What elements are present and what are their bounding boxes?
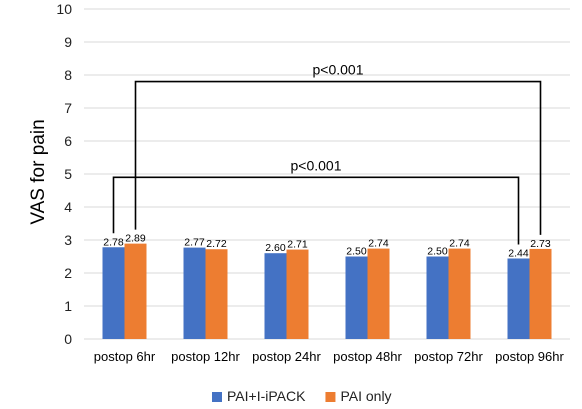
legend-label: PAI+I-iPACK — [227, 388, 306, 404]
data-label: 2.77 — [184, 237, 205, 249]
p-value-label: p<0.001 — [291, 157, 342, 173]
bar — [205, 249, 228, 339]
y-tick-label: 1 — [64, 298, 72, 314]
data-labels: 2.78 2.77 2.60 2.50 2.50 2.44 2.89 2.72 2.71 2.74… — [103, 233, 551, 260]
bar — [426, 256, 449, 339]
x-category-label: postop 48hr — [333, 349, 402, 364]
data-label: 2.50 — [346, 246, 367, 258]
y-axis-ticks: 0 1 2 3 4 5 6 7 8 9 10 — [56, 1, 72, 347]
y-tick-label: 5 — [64, 166, 72, 182]
data-label: 2.78 — [103, 236, 124, 248]
y-tick-label: 8 — [64, 67, 72, 83]
y-tick-label: 4 — [64, 199, 72, 215]
y-tick-label: 9 — [64, 34, 72, 50]
data-label: 2.50 — [427, 246, 448, 258]
significance-brackets: p<0.001 p<0.001 — [112, 62, 542, 245]
x-axis-categories: postop 6hr postop 12hr postop 24hr postop 4… — [94, 349, 565, 364]
significance-bracket — [134, 80, 542, 235]
bar — [529, 248, 552, 339]
data-label: 2.89 — [125, 233, 146, 245]
data-label: 2.71 — [287, 239, 308, 251]
data-label: 2.73 — [530, 238, 551, 250]
data-label: 2.44 — [508, 247, 529, 259]
y-tick-label: 3 — [64, 232, 72, 248]
y-tick-label: 2 — [64, 265, 72, 281]
p-value-label: p<0.001 — [313, 62, 364, 78]
x-category-label: postop 12hr — [171, 349, 240, 364]
data-label: 2.72 — [206, 238, 227, 250]
significance-bracket — [112, 176, 520, 245]
bar — [345, 256, 368, 339]
bar — [448, 248, 471, 339]
x-category-label: postop 24hr — [252, 349, 321, 364]
legend-swatch — [325, 392, 336, 402]
bar — [264, 253, 287, 339]
data-label: 2.74 — [449, 238, 470, 250]
data-label: 2.74 — [368, 238, 389, 250]
bar — [102, 247, 125, 339]
bar — [286, 249, 309, 339]
x-category-label: postop 72hr — [414, 349, 483, 364]
x-category-label: postop 96hr — [495, 349, 564, 364]
bar — [124, 243, 147, 339]
legend-label: PAI only — [340, 388, 391, 404]
y-tick-label: 6 — [64, 133, 72, 149]
legend-swatch — [212, 392, 222, 402]
bar — [367, 248, 390, 339]
gridlines — [84, 8, 570, 340]
y-tick-label: 0 — [64, 331, 72, 347]
bars — [102, 243, 552, 339]
x-category-label: postop 6hr — [94, 349, 156, 364]
y-tick-label: 7 — [64, 100, 72, 116]
legend: PAI+I-iPACK PAI only — [212, 388, 392, 404]
bar — [183, 247, 206, 339]
bar — [507, 258, 530, 339]
data-label: 2.60 — [265, 242, 286, 254]
y-axis-label: VAS for pain — [28, 119, 49, 224]
y-tick-label: 10 — [56, 1, 72, 17]
